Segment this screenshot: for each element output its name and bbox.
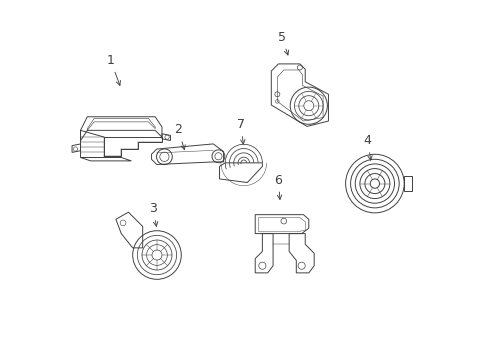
Text: 4: 4 — [363, 134, 371, 160]
Text: 2: 2 — [174, 123, 185, 150]
Text: 7: 7 — [237, 118, 244, 144]
Text: 5: 5 — [278, 31, 288, 55]
Text: 6: 6 — [274, 174, 282, 199]
Text: 3: 3 — [149, 202, 158, 226]
Text: 1: 1 — [106, 54, 120, 85]
